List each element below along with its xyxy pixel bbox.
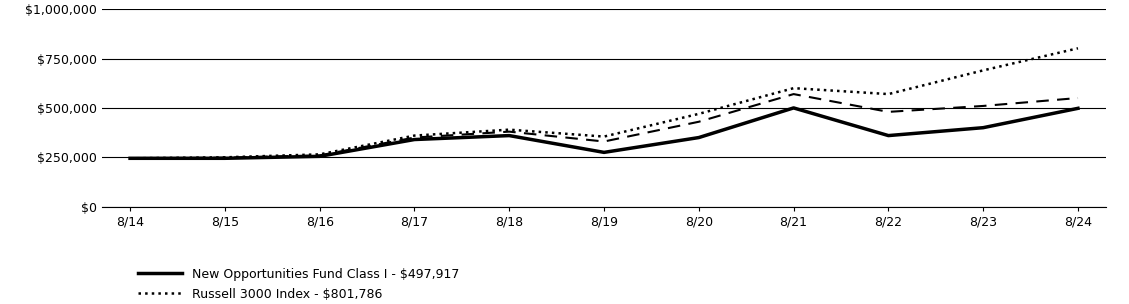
New Opportunities Fund Class I - $497,917 (787, 106, 800, 110)
Russell 2000 Growth Index - $550,150 (502, 130, 516, 133)
Russell 2000 Growth Index - $550,150 (977, 104, 990, 108)
Russell 3000 Index - $801,786 (1071, 47, 1085, 50)
Russell 2000 Growth Index - $550,150 (123, 157, 137, 160)
Russell 3000 Index - $801,786 (218, 156, 231, 159)
Russell 3000 Index - $801,786 (882, 92, 895, 96)
Line: Russell 3000 Index - $801,786: Russell 3000 Index - $801,786 (130, 48, 1078, 158)
Russell 3000 Index - $801,786 (977, 69, 990, 72)
Russell 2000 Growth Index - $550,150 (313, 154, 326, 157)
Russell 3000 Index - $801,786 (502, 128, 516, 132)
New Opportunities Fund Class I - $497,917 (313, 154, 326, 158)
New Opportunities Fund Class I - $497,917 (502, 134, 516, 137)
New Opportunities Fund Class I - $497,917 (977, 126, 990, 130)
Legend: New Opportunities Fund Class I - $497,917, Russell 3000 Index - $801,786, Russel: New Opportunities Fund Class I - $497,91… (138, 268, 460, 304)
Russell 2000 Growth Index - $550,150 (787, 92, 800, 96)
Russell 2000 Growth Index - $550,150 (692, 120, 706, 124)
New Opportunities Fund Class I - $497,917 (1071, 106, 1085, 110)
Line: New Opportunities Fund Class I - $497,917: New Opportunities Fund Class I - $497,91… (130, 108, 1078, 158)
New Opportunities Fund Class I - $497,917 (882, 134, 895, 137)
Russell 2000 Growth Index - $550,150 (882, 110, 895, 114)
New Opportunities Fund Class I - $497,917 (123, 157, 137, 160)
Russell 3000 Index - $801,786 (597, 135, 611, 138)
Russell 2000 Growth Index - $550,150 (408, 136, 421, 139)
Line: Russell 2000 Growth Index - $550,150: Russell 2000 Growth Index - $550,150 (130, 94, 1078, 158)
Russell 3000 Index - $801,786 (123, 157, 137, 160)
Russell 3000 Index - $801,786 (313, 153, 326, 156)
New Opportunities Fund Class I - $497,917 (597, 150, 611, 154)
Russell 2000 Growth Index - $550,150 (1071, 96, 1085, 100)
New Opportunities Fund Class I - $497,917 (408, 138, 421, 141)
Russell 3000 Index - $801,786 (692, 112, 706, 116)
Russell 2000 Growth Index - $550,150 (597, 140, 611, 143)
Russell 2000 Growth Index - $550,150 (218, 156, 231, 160)
Russell 3000 Index - $801,786 (408, 134, 421, 137)
New Opportunities Fund Class I - $497,917 (692, 136, 706, 139)
Russell 3000 Index - $801,786 (787, 86, 800, 90)
New Opportunities Fund Class I - $497,917 (218, 157, 231, 160)
